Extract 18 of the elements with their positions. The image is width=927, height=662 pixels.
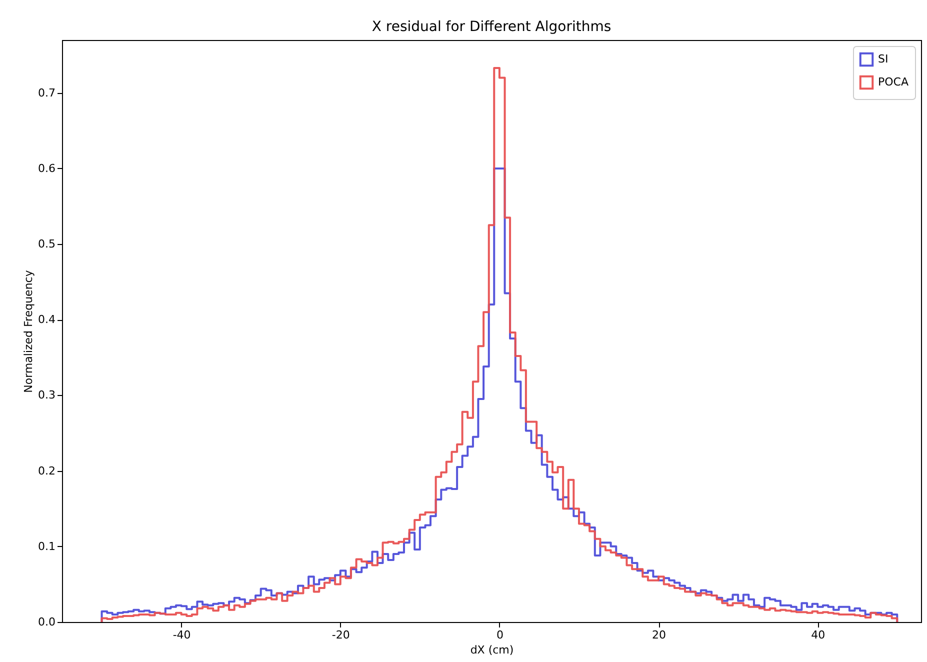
y-tick-label: 0.1 — [38, 540, 56, 553]
y-tick-label: 0.0 — [38, 616, 56, 628]
x-tick-label: -40 — [172, 628, 191, 642]
y-tick-label: 0.4 — [38, 313, 56, 326]
legend-label: SI — [878, 52, 888, 66]
chart-title: X residual for Different Algorithms — [372, 19, 612, 35]
x-tick-label: 0 — [496, 628, 504, 642]
x-tick-label: 20 — [652, 628, 666, 642]
y-tick-label: 0.3 — [38, 388, 56, 402]
x-axis-title: dX (cm) — [470, 644, 514, 656]
y-axis-title: Normalized Frequency — [22, 270, 36, 393]
x-tick-label: -20 — [332, 628, 350, 642]
y-tick-label: 0.5 — [38, 238, 56, 251]
y-tick-label: 0.2 — [38, 464, 56, 478]
x-tick-label: 40 — [811, 628, 826, 642]
legend-label: POCA — [878, 76, 909, 88]
y-tick-label: 0.7 — [38, 86, 56, 100]
y-tick-label: 0.6 — [38, 162, 56, 175]
